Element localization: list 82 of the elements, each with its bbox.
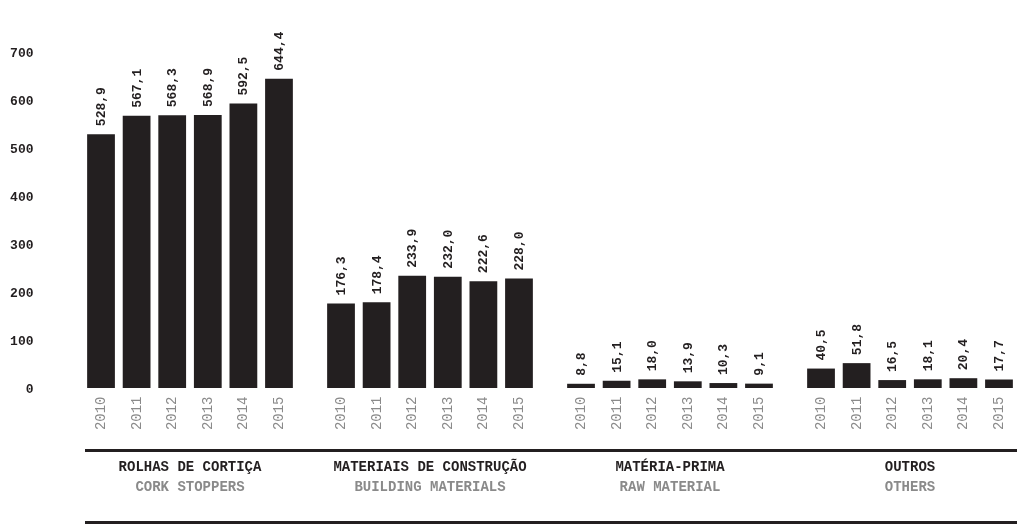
data-label: 528,9 xyxy=(94,86,110,127)
x-tick-label: 2012 xyxy=(164,396,181,431)
text: BUILDING MATERIALS xyxy=(354,478,506,495)
x-axis-title: MATERIAIS DE CONSTRUÇÃO xyxy=(333,457,527,475)
x-tick-label: 2012 xyxy=(644,396,661,431)
x-tick-label: 2010 xyxy=(573,396,590,431)
x-tick-label: 2010 xyxy=(813,396,830,431)
data-label: 20,4 xyxy=(956,338,972,371)
data-label: 568,3 xyxy=(165,68,181,108)
y-tick-label: 600 xyxy=(10,93,34,109)
data-label: 644,4 xyxy=(271,31,287,71)
x-tick-label: 2015 xyxy=(990,396,1007,431)
bar xyxy=(265,78,293,388)
x-tick-label: 2014 xyxy=(235,396,252,431)
y-tick-label: 0 xyxy=(25,381,34,397)
data-label: 568,9 xyxy=(200,67,216,107)
bar xyxy=(229,103,258,388)
data-label: 9,1 xyxy=(751,352,767,376)
data-label: 40,5 xyxy=(814,329,830,361)
x-tick-label: 2015 xyxy=(750,396,767,431)
text: CORK STOPPERS xyxy=(135,478,245,495)
y-tick-label: 400 xyxy=(10,189,34,205)
bar xyxy=(878,380,907,388)
x-tick-label: 2014 xyxy=(955,396,972,431)
y-tick-label: 700 xyxy=(10,45,34,61)
x-axis-title: ROLHAS DE CORTIÇA xyxy=(118,458,263,475)
bar xyxy=(158,115,187,388)
x-tick-label: 2011 xyxy=(608,396,625,431)
bar xyxy=(469,281,498,388)
data-label: 13,9 xyxy=(680,341,696,374)
bar xyxy=(949,378,978,388)
data-label: 178,4 xyxy=(369,255,385,295)
x-tick-label: 2010 xyxy=(333,396,350,431)
bar xyxy=(913,379,942,388)
data-label: 15,1 xyxy=(609,341,625,373)
data-label: 17,7 xyxy=(991,340,1007,372)
y-tick-label: 500 xyxy=(10,141,34,157)
data-label: 8,8 xyxy=(574,352,590,376)
data-label: 233,9 xyxy=(405,228,421,268)
x-tick-label: 2012 xyxy=(404,396,421,431)
bar xyxy=(985,379,1013,388)
bar xyxy=(433,276,462,388)
data-label: 176,3 xyxy=(334,256,350,296)
y-tick-label: 200 xyxy=(10,285,34,301)
data-label: 228,0 xyxy=(511,231,527,271)
x-tick-label: 2012 xyxy=(884,396,901,431)
bar xyxy=(398,275,427,388)
bar xyxy=(122,115,151,388)
data-label: 567,1 xyxy=(129,68,145,108)
data-label: 18,1 xyxy=(920,339,936,372)
data-label: 51,8 xyxy=(849,323,865,356)
y-tick-label: 300 xyxy=(10,237,34,253)
x-tick-label: 2014 xyxy=(475,396,492,431)
bar xyxy=(193,114,222,388)
data-label: 222,6 xyxy=(476,233,492,274)
x-tick-label: 2013 xyxy=(919,396,936,431)
x-axis-title: OUTROS xyxy=(884,458,936,475)
x-tick-label: 2013 xyxy=(199,396,216,431)
x-axis-title: MATÉRIA-PRIMA xyxy=(615,457,726,475)
bar xyxy=(807,368,835,388)
bar xyxy=(842,363,871,388)
data-label: 592,5 xyxy=(236,56,252,96)
x-tick-label: 2011 xyxy=(848,396,865,431)
bar xyxy=(327,303,355,388)
x-tick-label: 2015 xyxy=(270,396,287,431)
bar xyxy=(505,278,533,388)
text: RAW MATERIAL xyxy=(619,478,721,495)
x-tick-label: 2013 xyxy=(439,396,456,431)
data-label: 232,0 xyxy=(440,229,456,269)
data-label: 16,5 xyxy=(885,340,901,373)
x-tick-label: 2015 xyxy=(510,396,527,431)
y-tick-label: 100 xyxy=(10,333,34,349)
bar xyxy=(87,134,115,388)
text: OTHERS xyxy=(884,478,936,495)
x-tick-label: 2010 xyxy=(93,396,110,431)
bar xyxy=(362,302,391,388)
x-tick-label: 2011 xyxy=(128,396,145,431)
x-tick-label: 2014 xyxy=(715,396,732,431)
x-tick-label: 2013 xyxy=(679,396,696,431)
data-label: 18,0 xyxy=(645,339,661,372)
data-label: 10,3 xyxy=(716,343,732,376)
x-tick-label: 2011 xyxy=(368,396,385,431)
